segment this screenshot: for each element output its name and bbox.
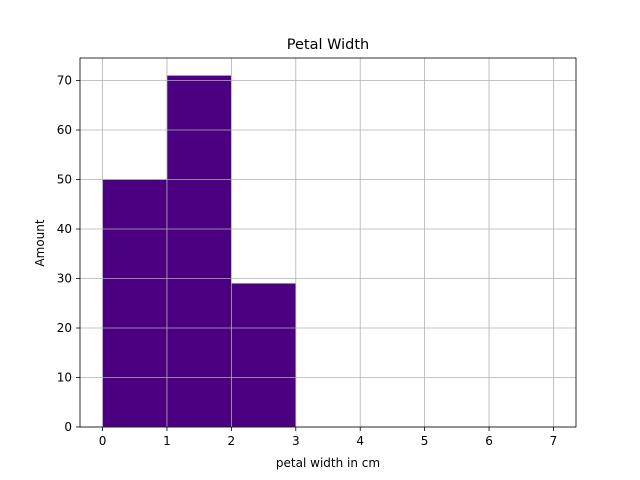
x-tick-label: 6: [485, 434, 493, 448]
y-tick-label: 40: [57, 222, 72, 236]
plot-frame: [79, 57, 577, 428]
x-tick-label: 2: [228, 434, 236, 448]
y-tick-label: 20: [57, 321, 72, 335]
y-tick-label: 70: [57, 74, 72, 88]
grid-layer: [80, 58, 576, 428]
bars-layer: [102, 75, 296, 428]
x-tick-label: 7: [550, 434, 558, 448]
x-axis-label: petal width in cm: [276, 456, 380, 470]
x-tick-label: 0: [99, 434, 107, 448]
histogram-bar: [231, 283, 296, 427]
x-tick-label: 4: [356, 434, 364, 448]
y-tick-label: 0: [64, 420, 72, 434]
y-tick-label: 10: [57, 371, 72, 385]
histogram-bar: [166, 75, 232, 428]
y-tick-label: 60: [57, 123, 72, 137]
x-tick-label: 3: [292, 434, 300, 448]
histogram-bar: [102, 179, 167, 427]
chart-title: Petal Width: [287, 37, 369, 53]
axes-frame: [79, 57, 577, 428]
y-axis-label: Amount: [33, 219, 47, 266]
y-tick-label: 30: [57, 272, 72, 286]
x-tick-label: 1: [163, 434, 171, 448]
y-tick-label: 50: [57, 173, 72, 187]
x-tick-label: 5: [421, 434, 429, 448]
